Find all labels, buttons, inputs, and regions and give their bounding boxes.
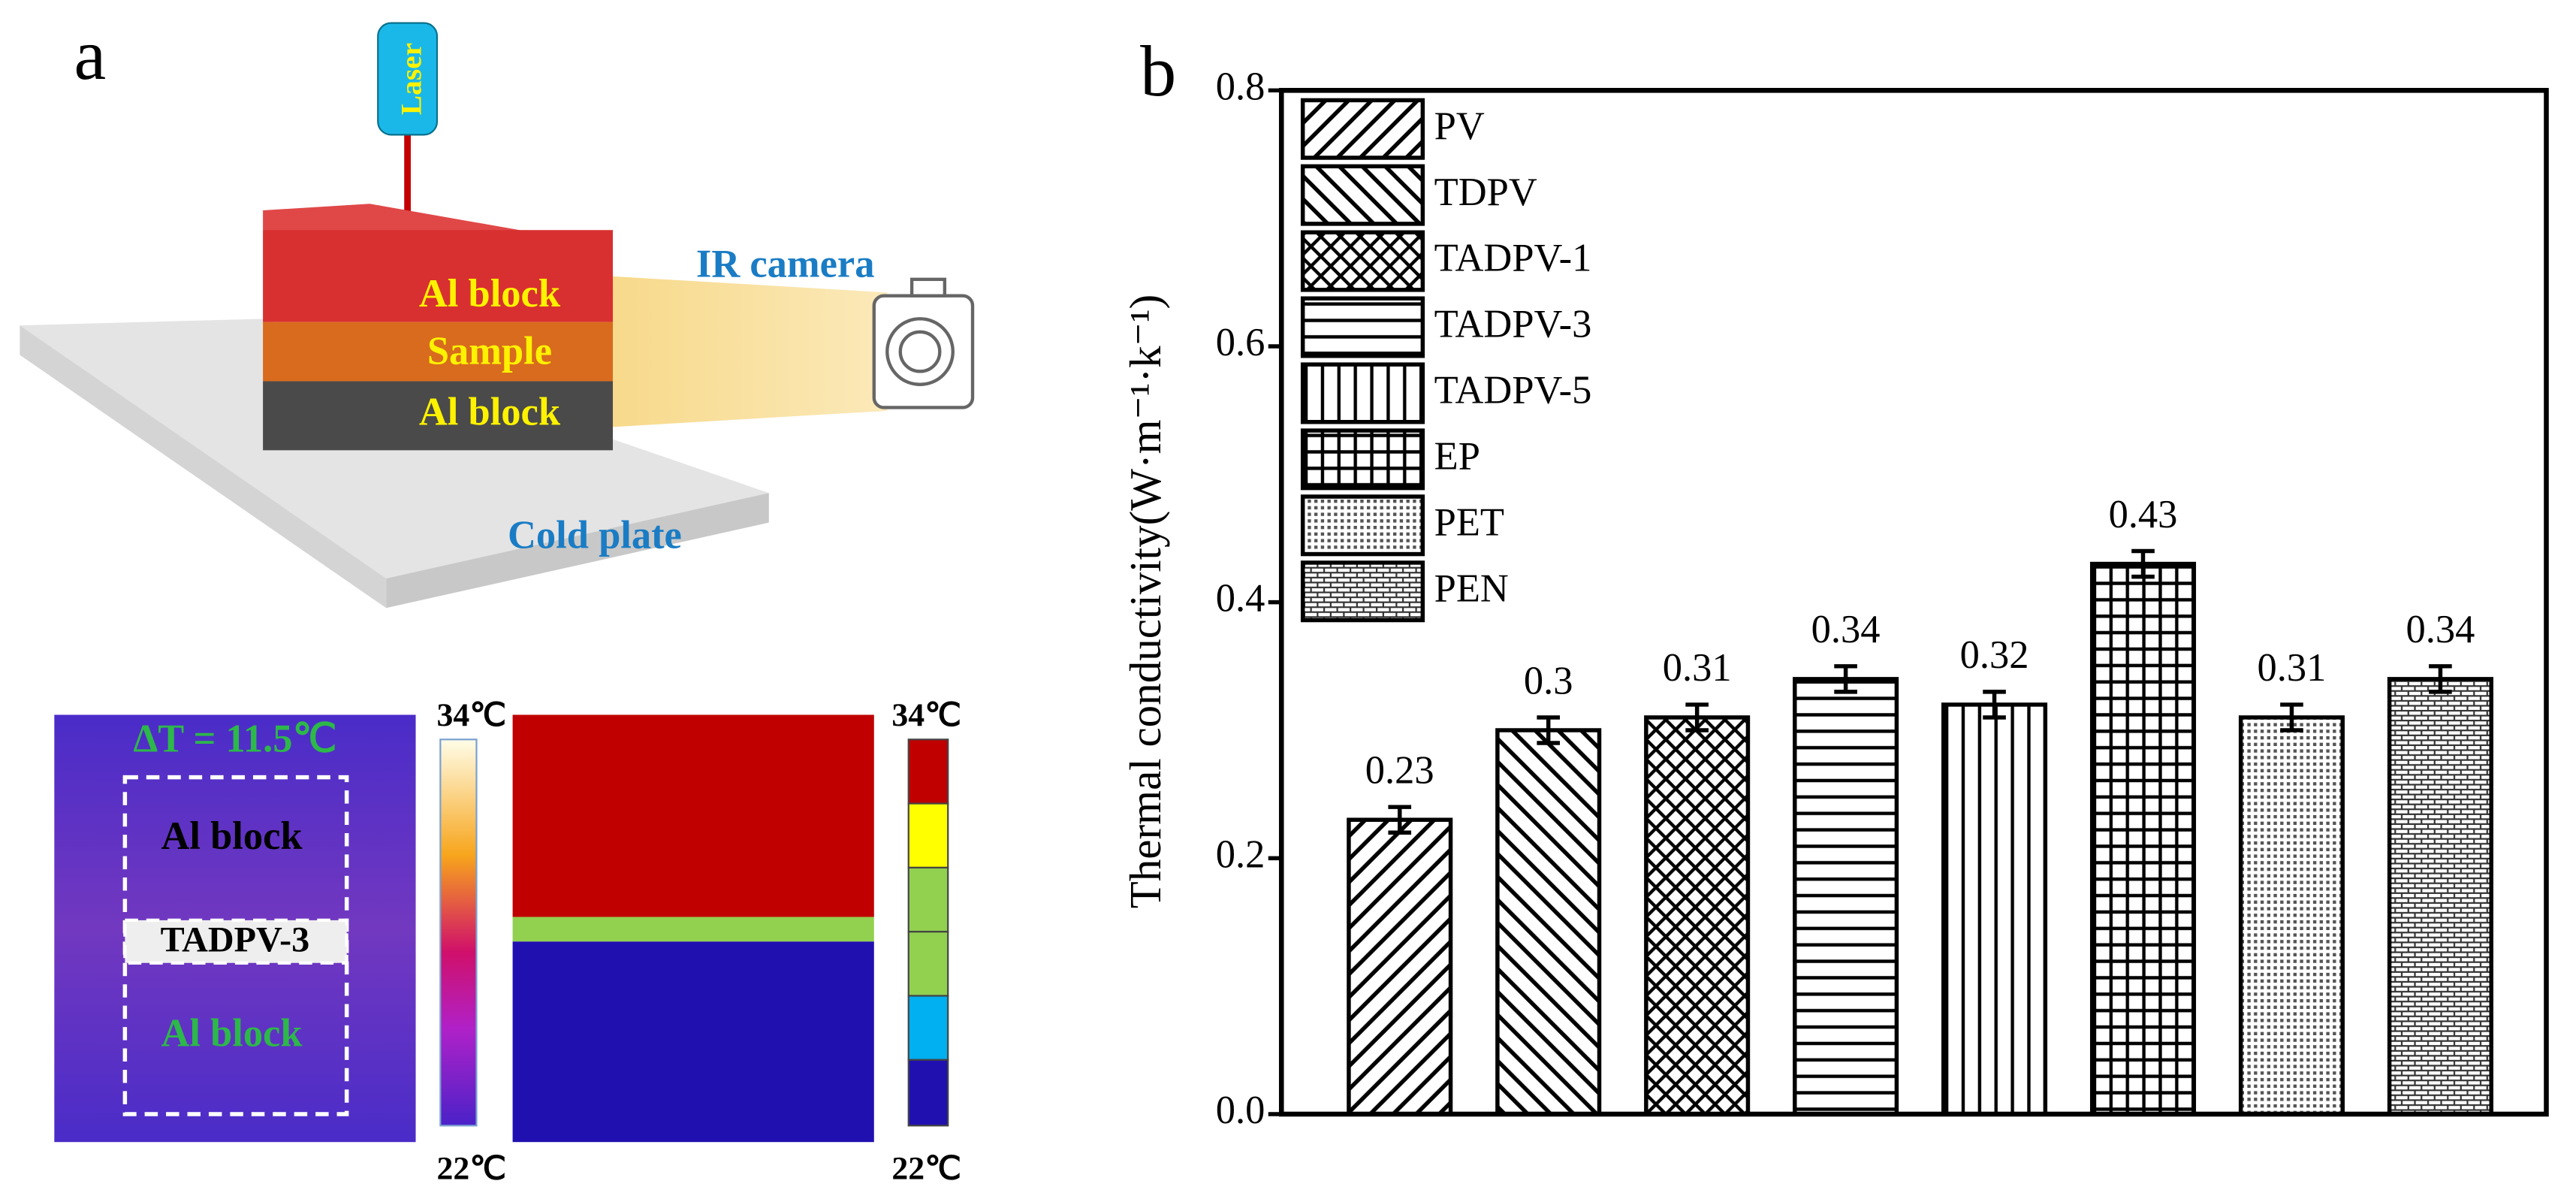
colorbar <box>439 738 478 1127</box>
legend-swatch <box>1300 98 1425 160</box>
value-label: 0.31 <box>2258 646 2327 690</box>
top-block-label: Al block <box>419 272 561 316</box>
legend-label: TADPV-5 <box>1434 369 1592 412</box>
thermal-top-label: Al block <box>161 814 303 858</box>
error-bar <box>2131 548 2155 579</box>
value-label: 0.43 <box>2109 493 2178 536</box>
legend-swatch <box>1300 362 1425 424</box>
sim-sample <box>512 917 874 942</box>
al-block-bottom <box>263 381 614 451</box>
sample-label: Sample <box>427 330 552 373</box>
legend-swatch <box>1300 164 1425 226</box>
y-axis-title: Thermal conductivity(W·m⁻¹·k⁻¹) <box>1121 294 1170 909</box>
bar <box>2387 677 2493 1116</box>
colorbar-min: 22℃ <box>436 1151 506 1187</box>
sample-box <box>123 918 348 965</box>
bar <box>1644 715 1751 1116</box>
bar <box>2089 561 2197 1116</box>
value-label: 0.3 <box>1524 659 1573 702</box>
legend-swatch <box>1300 296 1425 358</box>
ir-beam <box>608 276 888 427</box>
y-tick-label: 0.4 <box>1216 577 1265 621</box>
bar <box>1941 702 2048 1116</box>
error-bar <box>1685 702 1709 732</box>
colorbar-max: 34℃ <box>436 697 506 733</box>
legend-swatch <box>1300 494 1425 557</box>
y-tick-label: 0.6 <box>1216 321 1265 364</box>
camera-label: IR camera <box>696 243 875 286</box>
legend-swatch <box>1300 428 1425 491</box>
error-bar <box>1983 690 2006 720</box>
plot-frame <box>1278 88 2549 1117</box>
delta-t: ΔT = 11.5℃ <box>133 717 336 761</box>
cold-plate-side <box>386 493 769 609</box>
error-bar <box>2429 664 2452 694</box>
thermal-sample-label: TADPV-3 <box>161 920 310 960</box>
colorbar-min: 22℃ <box>891 1151 961 1187</box>
bar <box>1495 728 1602 1116</box>
value-label: 0.23 <box>1365 748 1434 792</box>
value-label: 0.34 <box>2406 608 2475 651</box>
error-bar <box>2280 702 2303 732</box>
sim-bottom <box>512 941 874 1143</box>
legend-swatch <box>1300 560 1425 623</box>
legend-label: EP <box>1434 434 1480 478</box>
panel-label: b <box>1140 31 1176 111</box>
y-tick-label: 0.8 <box>1216 65 1265 108</box>
error-bar <box>1834 664 1857 694</box>
al-block-top <box>263 230 614 322</box>
legend-label: PEN <box>1434 566 1509 610</box>
value-label: 0.31 <box>1663 646 1732 690</box>
legend-swatch <box>1300 230 1425 292</box>
cold-plate-front <box>20 325 387 609</box>
cold-plate-label: Cold plate <box>508 513 682 557</box>
colorbar-max: 34℃ <box>891 697 961 733</box>
laser <box>377 22 439 136</box>
legend-label: TADPV-3 <box>1434 303 1592 346</box>
panel-label: a <box>74 14 107 95</box>
panel-a: a Laser Al block Sample Al block IR came… <box>20 14 975 1187</box>
discrete-colorbar <box>907 738 949 1127</box>
legend-label: PV <box>1434 104 1485 148</box>
error-bar <box>1388 805 1412 835</box>
thermal-bottom-label: Al block <box>161 1011 303 1055</box>
sim-top <box>512 714 874 917</box>
legend-label: TADPV-1 <box>1434 237 1592 280</box>
value-label: 0.32 <box>1960 633 2029 677</box>
bar <box>1347 817 1453 1116</box>
laser-label: Laser <box>394 43 427 115</box>
bar <box>1793 677 1899 1116</box>
laser-beam <box>404 128 411 214</box>
y-tick-label: 0.2 <box>1216 832 1265 876</box>
bottom-block-label: Al block <box>419 390 561 433</box>
y-tick-label: 0.0 <box>1216 1089 1265 1132</box>
bar <box>2238 715 2345 1116</box>
legend-label: TDPV <box>1434 171 1537 214</box>
value-label: 0.34 <box>1811 608 1881 651</box>
legend-label: PET <box>1434 500 1504 544</box>
error-bar <box>1537 715 1561 745</box>
panel-b: b Thermal conductivity(W·m⁻¹·k⁻¹) 0.0 0.2… <box>1121 31 2549 1132</box>
sample <box>263 322 614 382</box>
camera <box>872 277 975 409</box>
